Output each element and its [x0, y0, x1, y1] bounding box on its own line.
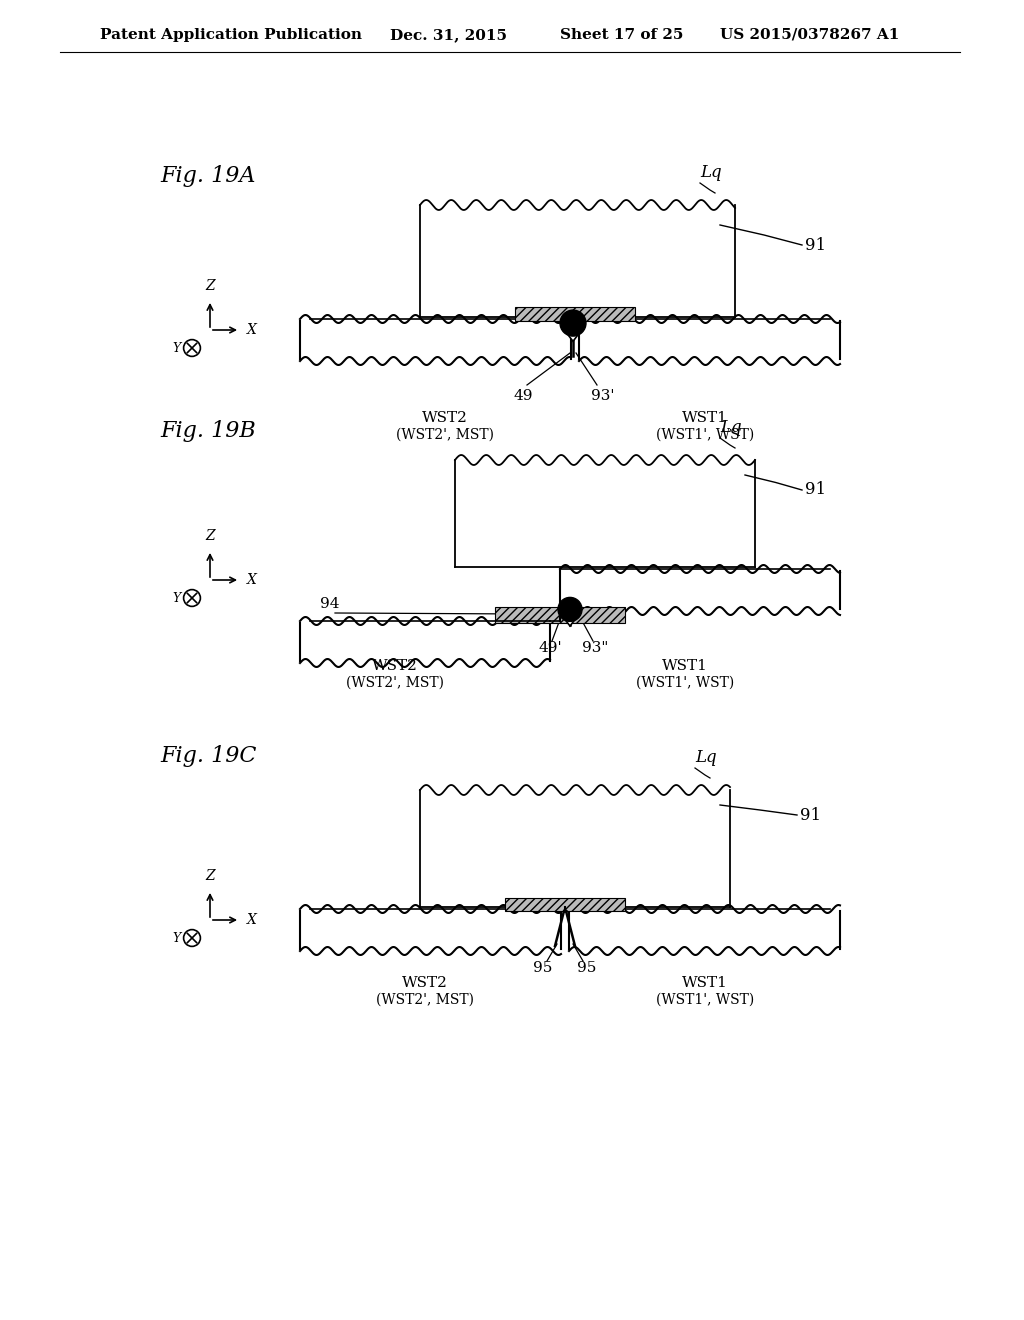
- Text: (WST2', MST): (WST2', MST): [376, 993, 474, 1007]
- Text: Fig. 19B: Fig. 19B: [160, 420, 256, 442]
- Bar: [495, 607, 625, 623]
- Text: Lq: Lq: [695, 748, 717, 766]
- Text: Patent Application Publication: Patent Application Publication: [100, 28, 362, 42]
- Text: 91: 91: [805, 482, 826, 499]
- Text: WST2: WST2: [372, 659, 418, 673]
- Text: X: X: [247, 913, 257, 927]
- Bar: [515, 308, 635, 321]
- Text: Lq: Lq: [700, 164, 722, 181]
- Text: 95: 95: [578, 961, 597, 975]
- Text: (WST1', WST): (WST1', WST): [656, 993, 754, 1007]
- Text: X: X: [247, 323, 257, 337]
- Polygon shape: [560, 612, 580, 626]
- Text: WST1: WST1: [682, 411, 728, 425]
- Text: Z: Z: [205, 279, 215, 293]
- Text: (WST1', WST): (WST1', WST): [656, 428, 754, 442]
- Text: 91: 91: [800, 807, 821, 824]
- Text: Dec. 31, 2015: Dec. 31, 2015: [390, 28, 507, 42]
- Text: Sheet 17 of 25: Sheet 17 of 25: [560, 28, 683, 42]
- Text: 94: 94: [321, 597, 340, 611]
- Text: 49: 49: [513, 389, 532, 403]
- Text: (WST2', MST): (WST2', MST): [396, 428, 494, 442]
- Text: 91: 91: [805, 236, 826, 253]
- Text: X: X: [247, 573, 257, 587]
- Circle shape: [560, 310, 586, 337]
- Text: Lq: Lq: [720, 418, 741, 436]
- Text: WST2: WST2: [422, 411, 468, 425]
- Bar: [505, 898, 625, 911]
- Text: 93": 93": [582, 642, 608, 655]
- Text: WST1: WST1: [682, 975, 728, 990]
- Text: (WST2', MST): (WST2', MST): [346, 676, 444, 690]
- Text: Fig. 19C: Fig. 19C: [160, 744, 256, 767]
- Text: 49': 49': [539, 642, 562, 655]
- Text: US 2015/0378267 A1: US 2015/0378267 A1: [720, 28, 899, 42]
- Text: Z: Z: [205, 529, 215, 543]
- Polygon shape: [562, 327, 584, 342]
- Text: Y: Y: [172, 342, 180, 355]
- Text: 95: 95: [534, 961, 553, 975]
- Text: Fig. 19A: Fig. 19A: [160, 165, 256, 187]
- Circle shape: [558, 598, 582, 622]
- Text: Y: Y: [172, 932, 180, 945]
- Text: WST1: WST1: [663, 659, 708, 673]
- Text: Y: Y: [172, 591, 180, 605]
- Text: Z: Z: [205, 869, 215, 883]
- Text: (WST1', WST): (WST1', WST): [636, 676, 734, 690]
- Text: WST2: WST2: [402, 975, 447, 990]
- Text: 93': 93': [591, 389, 614, 403]
